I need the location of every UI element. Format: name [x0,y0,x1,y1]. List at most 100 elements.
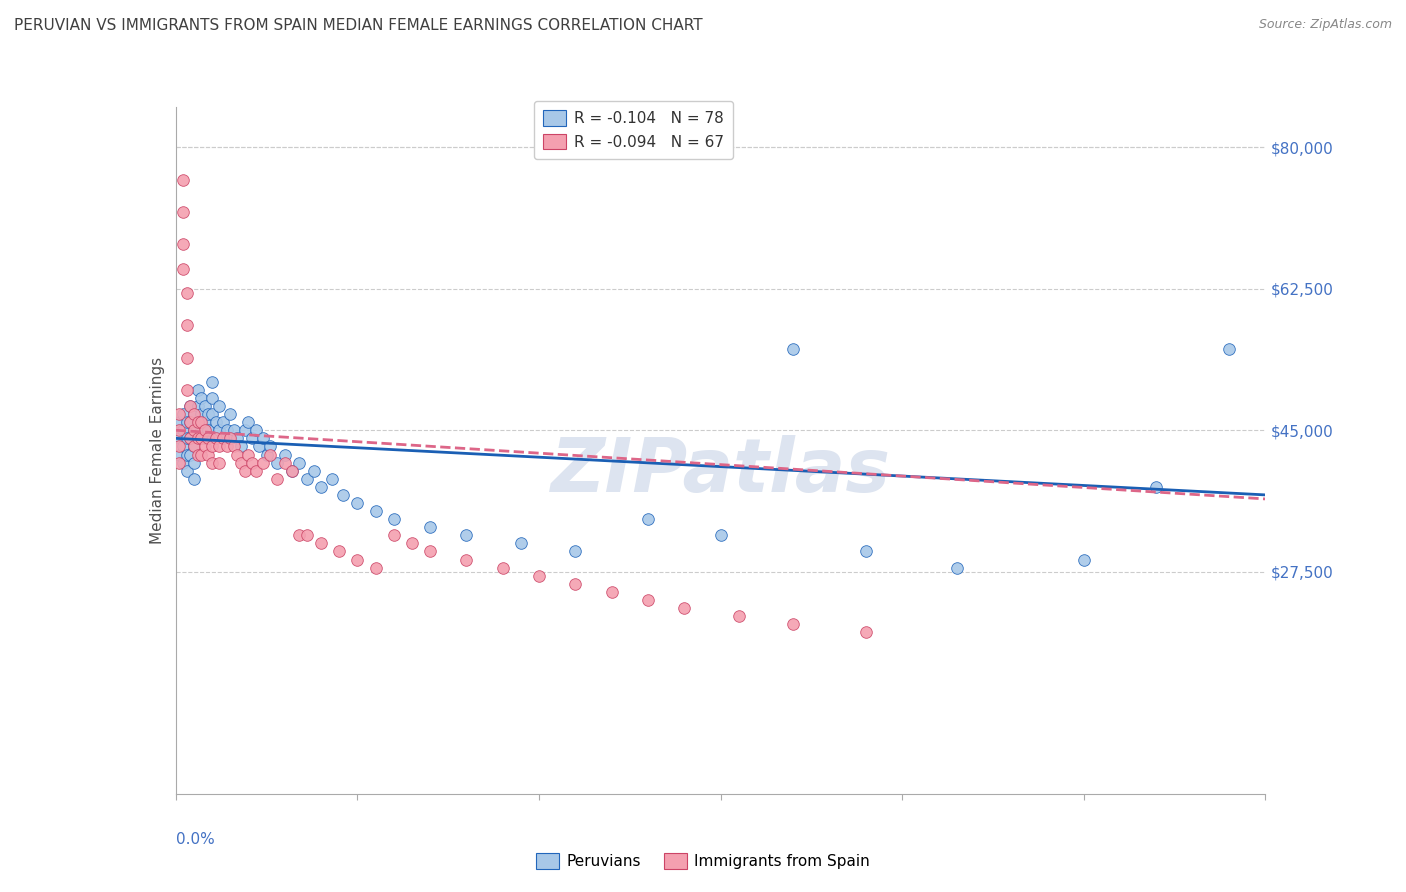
Point [309,536,332,550]
Point [186,415,209,429]
Point [245,423,267,437]
Point [266,456,288,470]
Point [233,464,256,478]
Point [456,552,478,566]
Point [201,375,224,389]
Point [637,593,659,607]
Point [226,431,249,445]
Point [186,431,209,445]
Point [201,439,224,453]
Point [172,237,194,252]
Point [259,439,281,453]
Point [281,464,304,478]
Legend: Peruvians, Immigrants from Spain: Peruvians, Immigrants from Spain [530,847,876,875]
Point [252,456,274,470]
Point [172,173,194,187]
Point [208,423,231,437]
Point [1146,480,1168,494]
Point [309,480,332,494]
Point [419,544,441,558]
Point [176,383,198,397]
Point [527,568,550,582]
Point [710,528,733,542]
Point [194,439,217,453]
Point [183,423,205,437]
Point [295,528,318,542]
Point [328,544,350,558]
Point [1218,343,1240,357]
Point [183,407,205,421]
Legend: R = -0.104   N = 78, R = -0.094   N = 67: R = -0.104 N = 78, R = -0.094 N = 67 [534,101,733,159]
Point [186,448,209,462]
Point [208,439,231,453]
Point [169,423,191,437]
Point [364,560,387,574]
Point [382,512,405,526]
Point [240,431,263,445]
Point [169,431,191,445]
Point [782,343,804,357]
Point [172,423,194,437]
Point [179,431,201,445]
Point [201,391,224,405]
Text: 0.0%: 0.0% [176,831,215,847]
Point [204,431,226,445]
Point [194,399,217,413]
Point [302,464,325,478]
Point [673,601,696,615]
Point [183,456,205,470]
Point [179,399,201,413]
Point [197,431,219,445]
Point [212,431,235,445]
Point [190,391,212,405]
Point [172,261,194,276]
Point [183,439,205,453]
Point [855,544,877,558]
Point [233,423,256,437]
Point [492,560,515,574]
Point [183,407,205,421]
Point [190,423,212,437]
Point [186,399,209,413]
Point [222,439,245,453]
Point [208,456,231,470]
Point [204,415,226,429]
Text: ZIPatlas: ZIPatlas [551,434,890,508]
Point [215,423,238,437]
Point [509,536,531,550]
Point [288,528,311,542]
Point [197,423,219,437]
Point [212,415,235,429]
Point [782,617,804,632]
Point [176,464,198,478]
Point [190,415,212,429]
Point [176,415,198,429]
Point [183,439,205,453]
Point [172,439,194,453]
Text: Source: ZipAtlas.com: Source: ZipAtlas.com [1258,18,1392,31]
Point [169,415,191,429]
Point [219,431,242,445]
Point [219,431,242,445]
Point [288,456,311,470]
Point [364,504,387,518]
Point [401,536,423,550]
Point [201,407,224,421]
Point [855,625,877,640]
Point [194,415,217,429]
Point [179,399,201,413]
Point [1073,552,1095,566]
Point [215,439,238,453]
Point [226,448,249,462]
Point [169,456,191,470]
Point [259,448,281,462]
Point [194,423,217,437]
Point [295,472,318,486]
Point [637,512,659,526]
Point [222,423,245,437]
Point [176,318,198,333]
Point [179,448,201,462]
Point [190,431,212,445]
Point [204,431,226,445]
Point [176,431,198,445]
